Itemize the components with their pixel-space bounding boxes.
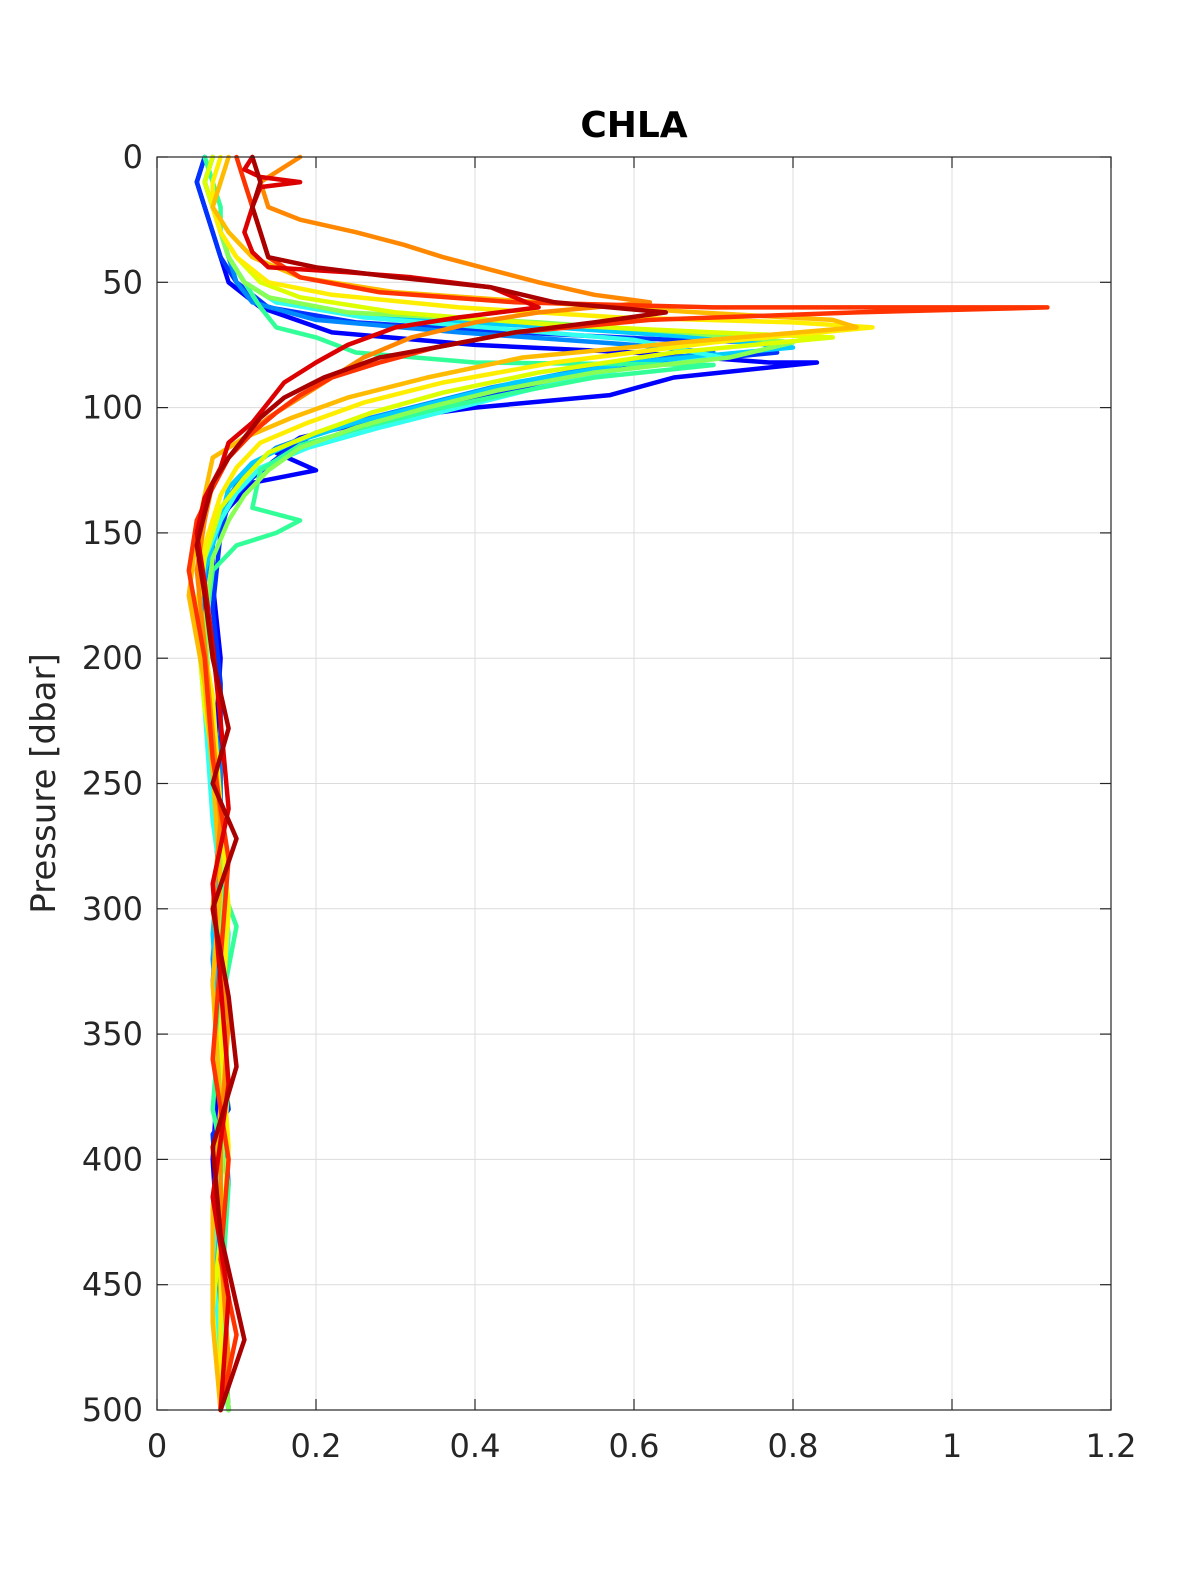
x-tick-label: 0.8 (768, 1427, 819, 1465)
series-line (194, 154, 875, 1413)
y-axis-label: Pressure [dbar] (24, 653, 64, 914)
x-tick-label: 0.2 (291, 1427, 342, 1465)
x-tick-label: 0 (147, 1427, 167, 1465)
series-group (186, 154, 1050, 1413)
x-tick-label: 1 (942, 1427, 962, 1465)
y-tick-label: 0 (123, 138, 143, 176)
y-tick-label: 450 (82, 1266, 143, 1304)
y-tick-label: 400 (82, 1140, 143, 1178)
axis-ticks: 0 0.2 0.4 0.6 0.8 1 1.2 0 50 100 150 200 250 300 350 40… (82, 138, 1137, 1465)
series-line (186, 154, 1050, 1413)
y-tick-label: 250 (82, 765, 143, 803)
series-line (194, 154, 669, 1413)
y-tick-label: 150 (82, 514, 143, 552)
y-tick-label: 300 (82, 890, 143, 928)
y-tick-label: 200 (82, 639, 143, 677)
x-tick-label: 0.6 (609, 1427, 660, 1465)
y-tick-label: 100 (82, 389, 143, 427)
chart-title: CHLA (580, 105, 687, 146)
x-tick-label: 1.2 (1086, 1427, 1137, 1465)
series-line (186, 154, 859, 1413)
series-line (194, 154, 541, 1413)
x-tick-label: 0.4 (450, 1427, 501, 1465)
y-tick-label: 350 (82, 1015, 143, 1053)
y-tick-label: 50 (102, 263, 143, 301)
y-tick-label: 500 (82, 1391, 143, 1429)
